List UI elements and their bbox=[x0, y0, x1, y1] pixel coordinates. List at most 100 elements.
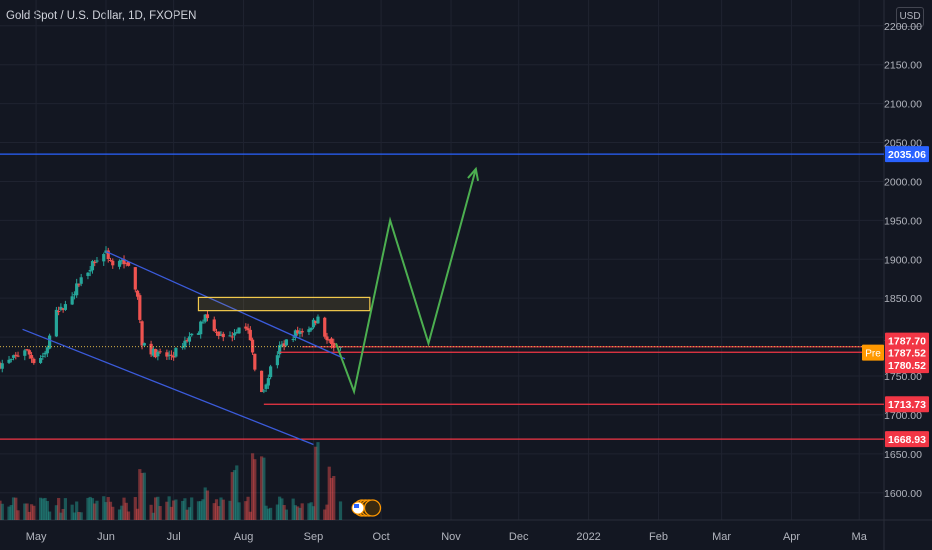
volume-bar bbox=[167, 496, 171, 520]
volume-bar bbox=[316, 442, 320, 520]
x-tick-label: Ma bbox=[852, 531, 868, 543]
volume-bar bbox=[332, 475, 336, 520]
candle-body bbox=[190, 333, 194, 336]
volume-bar bbox=[205, 490, 210, 520]
candle-body bbox=[214, 331, 219, 333]
volume-bar bbox=[135, 508, 140, 520]
candle-body bbox=[282, 343, 286, 347]
volume-bar bbox=[72, 512, 77, 520]
volume-bar bbox=[199, 501, 203, 520]
candle-body bbox=[14, 354, 18, 356]
candle-body bbox=[0, 363, 4, 369]
price-axis-tag-text: 2035.06 bbox=[888, 149, 926, 161]
candle-body bbox=[311, 319, 316, 328]
y-tick-label: 1950.00 bbox=[884, 215, 922, 227]
y-tick-label: 2150.00 bbox=[884, 60, 922, 72]
volume-bar bbox=[293, 505, 298, 520]
candle-body bbox=[154, 349, 158, 358]
projection-arrowhead bbox=[467, 166, 480, 181]
candle-body bbox=[332, 342, 336, 348]
volume-bar bbox=[221, 499, 225, 520]
candle-body bbox=[323, 317, 327, 337]
volume-bar bbox=[93, 503, 97, 520]
volume-bar bbox=[203, 487, 207, 520]
candle-body bbox=[327, 339, 331, 341]
volume-bar bbox=[149, 504, 153, 520]
volume-bar bbox=[187, 507, 192, 520]
volume-bar bbox=[124, 502, 128, 520]
volume-bar bbox=[106, 497, 110, 520]
volume-bar bbox=[196, 501, 201, 520]
candle-body bbox=[246, 328, 250, 331]
candle-body bbox=[43, 352, 47, 355]
y-tick-label: 1750.00 bbox=[884, 371, 922, 383]
volume-bar bbox=[111, 506, 115, 520]
candle-body bbox=[262, 390, 266, 392]
candle-body bbox=[156, 351, 160, 357]
candle-body bbox=[70, 296, 74, 305]
candle-body bbox=[300, 331, 304, 333]
candle-body bbox=[181, 346, 185, 348]
candle-body bbox=[61, 308, 65, 310]
volume-bar bbox=[108, 501, 113, 520]
price-axis-tag-text: 1668.93 bbox=[888, 434, 926, 446]
candle-body bbox=[27, 350, 31, 355]
price-axis-tag bbox=[885, 431, 929, 448]
candle-body bbox=[253, 353, 257, 370]
candle-body bbox=[38, 358, 43, 363]
candle-body bbox=[275, 355, 279, 366]
candle-body bbox=[117, 260, 122, 267]
x-tick-label: Sep bbox=[304, 531, 324, 543]
pre-market-tag-text: Pre bbox=[865, 349, 881, 360]
candle-body bbox=[309, 327, 313, 331]
volume-bar bbox=[174, 499, 178, 520]
candle-body bbox=[165, 352, 169, 357]
x-tick-label: Jul bbox=[167, 531, 181, 543]
candle-body bbox=[126, 261, 131, 266]
candle-body bbox=[95, 260, 99, 262]
volume-bar bbox=[259, 456, 264, 520]
volume-bar bbox=[27, 511, 31, 520]
volume-bar bbox=[90, 498, 95, 520]
volume-bar bbox=[133, 497, 137, 520]
volume-bar bbox=[269, 507, 273, 520]
volume-bar bbox=[11, 497, 16, 520]
volume-bar bbox=[95, 500, 99, 520]
candle-body bbox=[59, 306, 63, 310]
candle-body bbox=[41, 355, 45, 357]
volume-bar bbox=[296, 506, 300, 520]
candle-body bbox=[172, 355, 176, 358]
candle-body bbox=[196, 333, 201, 335]
candle-body bbox=[138, 295, 142, 320]
candle-body bbox=[212, 319, 216, 331]
candle-body bbox=[23, 350, 27, 356]
price-axis-tag bbox=[885, 357, 929, 374]
volume-bar bbox=[122, 497, 126, 520]
candle-body bbox=[284, 339, 288, 346]
volume-bar bbox=[59, 512, 63, 520]
projection-path bbox=[335, 168, 477, 396]
volume-bar bbox=[102, 496, 106, 520]
volume-bar bbox=[169, 506, 173, 520]
x-tick-label: 2022 bbox=[576, 531, 600, 543]
candle-body bbox=[266, 378, 270, 386]
channel-lower-line bbox=[22, 328, 314, 446]
volume-bar bbox=[264, 505, 268, 520]
volume-bar bbox=[278, 496, 282, 520]
volume-bar bbox=[88, 496, 92, 520]
resistance-zone-box bbox=[197, 296, 371, 312]
volume-bar bbox=[246, 496, 250, 520]
currency-button[interactable]: USD bbox=[896, 7, 924, 27]
volume-bar bbox=[244, 501, 248, 520]
price-axis-tag bbox=[885, 146, 929, 163]
candle-body bbox=[158, 351, 162, 353]
candle-body bbox=[135, 290, 140, 297]
volume-bar bbox=[250, 453, 255, 520]
candle-body bbox=[298, 331, 302, 334]
volume-bar bbox=[323, 509, 327, 520]
candle-body bbox=[79, 277, 83, 284]
volume-bar bbox=[23, 503, 27, 520]
candle-body bbox=[296, 330, 300, 334]
candle-body bbox=[102, 254, 106, 262]
